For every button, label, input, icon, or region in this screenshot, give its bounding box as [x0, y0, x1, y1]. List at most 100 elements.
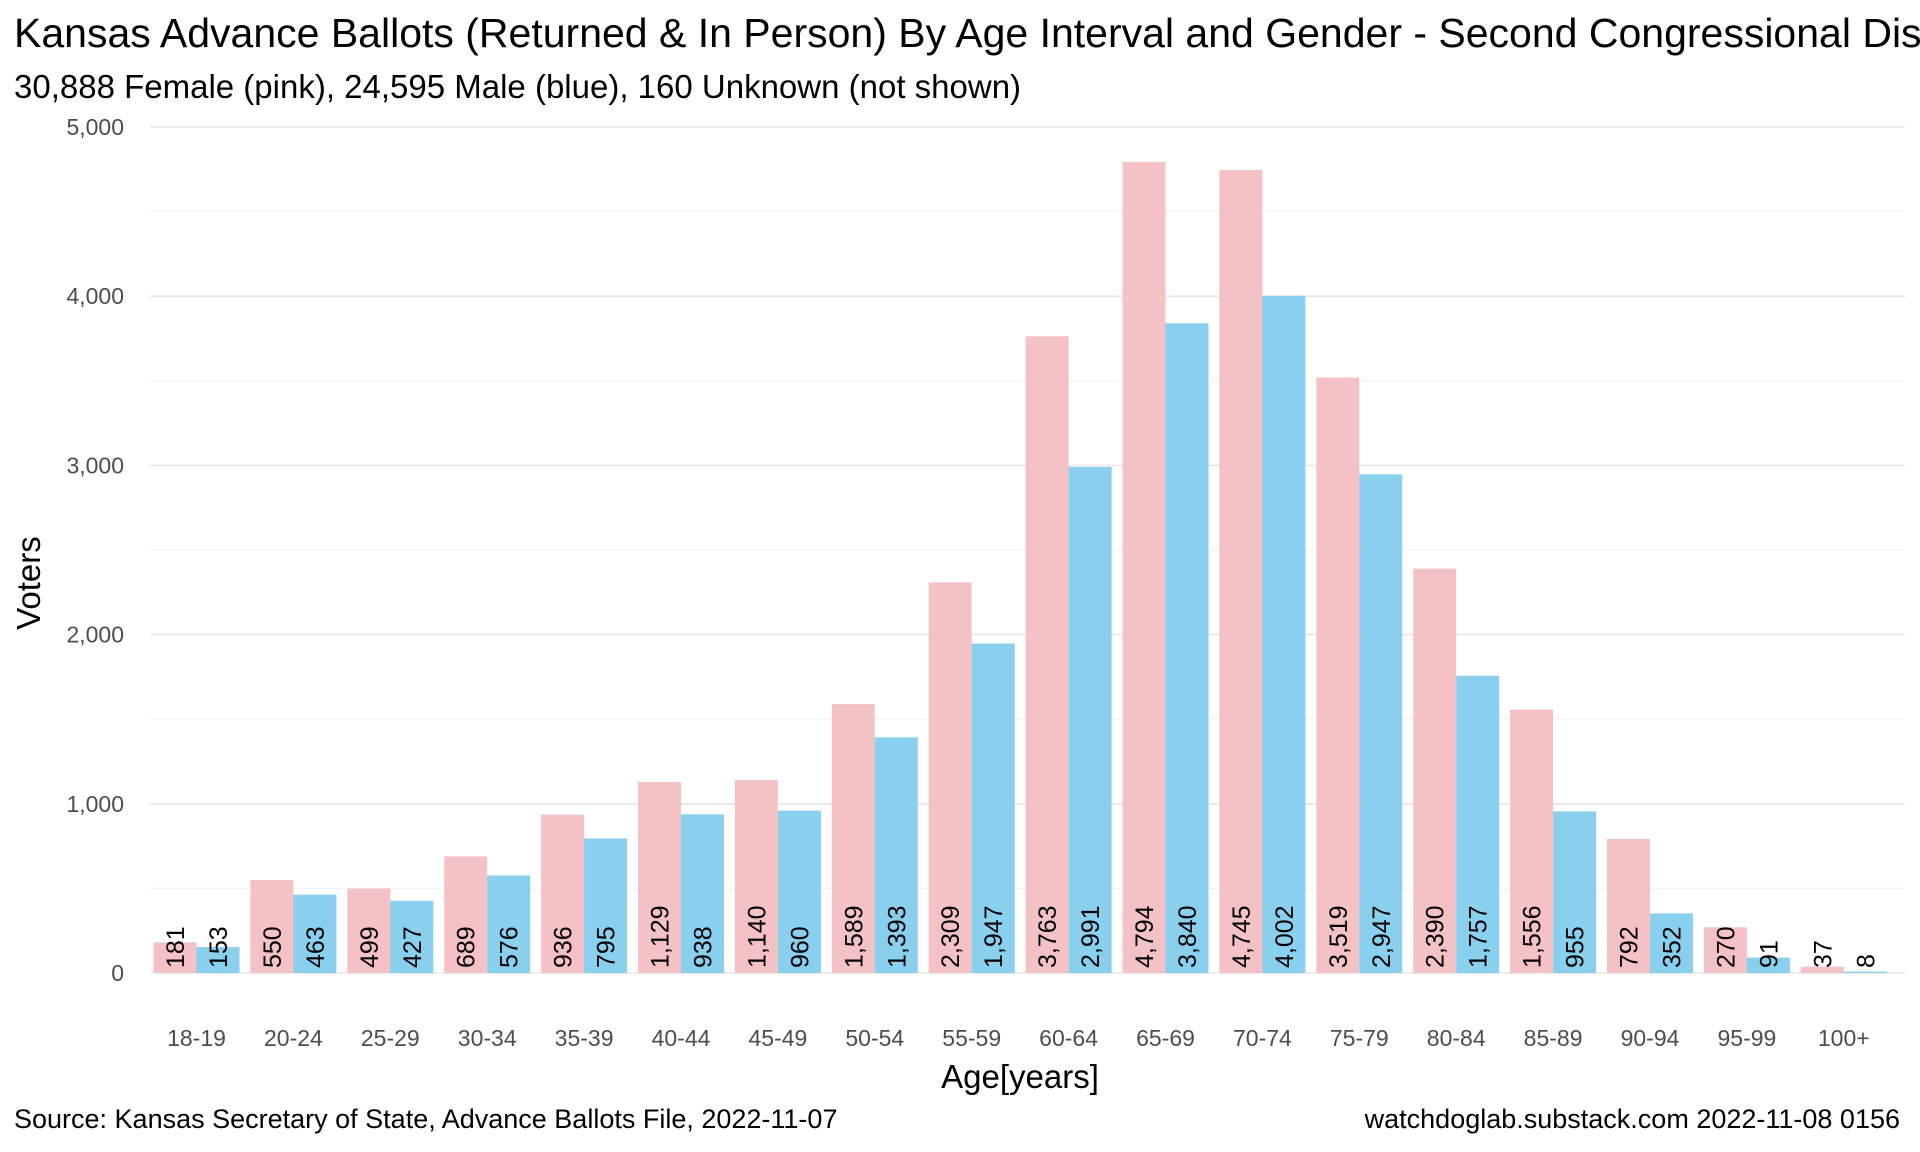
x-tick-label: 40-44: [652, 1025, 711, 1051]
y-tick-label: 1,000: [66, 791, 124, 817]
male-bar-40-44: [681, 814, 724, 973]
x-tick-label: 25-29: [361, 1025, 420, 1051]
female-value-label-20-24: 550: [259, 926, 287, 968]
male-bar-30-34: [487, 875, 531, 973]
source-caption: Source: Kansas Secretary of State, Advan…: [14, 1104, 838, 1134]
y-tick-label: 4,000: [66, 283, 124, 309]
female-value-label-90-94: 792: [1616, 926, 1644, 968]
male-bar-55-59: [971, 643, 1015, 973]
male-bar-20-24: [293, 894, 337, 973]
male-bar-85-89: [1553, 811, 1597, 973]
x-tick-label: 70-74: [1233, 1025, 1292, 1051]
x-tick-label: 95-99: [1717, 1025, 1776, 1051]
female-bar-70-74: [1219, 170, 1263, 973]
male-value-label-60-64: 2,991: [1077, 905, 1105, 968]
female-bar-45-49: [734, 780, 778, 973]
female-bar-90-94: [1607, 838, 1650, 973]
male-value-label-55-59: 1,947: [980, 905, 1008, 968]
female-value-label-70-74: 4,745: [1228, 905, 1256, 968]
female-value-label-35-39: 936: [550, 926, 578, 968]
male-value-label-18-19: 153: [205, 926, 233, 968]
male-value-label-80-84: 1,757: [1465, 905, 1493, 968]
female-value-label-40-44: 1,129: [647, 905, 675, 968]
credit-caption: watchdoglab.substack.com 2022-11-08 0156: [1364, 1104, 1900, 1134]
bars: [153, 161, 1887, 974]
female-bar-85-89: [1510, 709, 1554, 973]
x-tick-label: 35-39: [555, 1025, 614, 1051]
female-value-label-55-59: 2,309: [937, 905, 965, 968]
male-bar-100+: [1843, 971, 1887, 973]
female-bar-20-24: [250, 879, 294, 973]
male-value-label-65-69: 3,840: [1174, 905, 1202, 968]
female-bar-100+: [1800, 966, 1844, 973]
x-axis-ticks: 18-19 20-24 25-29 30-34 35-39 40-44 45-49 50-54…: [167, 1025, 1870, 1051]
male-value-label-40-44: 938: [690, 926, 718, 968]
male-value-label-30-34: 576: [496, 926, 524, 968]
male-value-label-20-24: 463: [302, 926, 330, 968]
male-bar-75-79: [1359, 474, 1403, 973]
x-tick-label: 60-64: [1039, 1025, 1098, 1051]
y-axis-title: Voters: [10, 536, 47, 630]
female-bar-25-29: [347, 888, 391, 973]
male-bar-25-29: [390, 900, 434, 973]
female-value-label-80-84: 2,390: [1422, 905, 1450, 968]
x-tick-label: 20-24: [264, 1025, 323, 1051]
male-bar-35-39: [584, 838, 628, 973]
male-value-label-25-29: 427: [399, 926, 427, 968]
male-value-label-90-94: 352: [1659, 926, 1687, 968]
male-bar-90-94: [1650, 913, 1693, 973]
x-tick-label: 75-79: [1330, 1025, 1389, 1051]
male-value-label-75-79: 2,947: [1368, 905, 1396, 968]
female-value-label-85-89: 1,556: [1519, 905, 1547, 968]
chart-title: Kansas Advance Ballots (Returned & In Pe…: [14, 10, 1920, 56]
x-tick-label: 65-69: [1136, 1025, 1195, 1051]
male-bar-45-49: [777, 810, 821, 973]
female-value-label-100+: 37: [1809, 940, 1837, 968]
female-value-label-50-54: 1,589: [840, 905, 868, 968]
female-value-label-30-34: 689: [453, 926, 481, 968]
female-bar-50-54: [831, 704, 875, 973]
y-tick-label: 0: [111, 960, 124, 986]
male-value-label-45-49: 960: [786, 926, 814, 968]
female-value-label-95-99: 270: [1712, 926, 1740, 968]
female-bar-75-79: [1316, 377, 1360, 973]
male-value-label-70-74: 4,002: [1271, 905, 1299, 968]
x-axis-title: Age[years]: [941, 1058, 1099, 1095]
male-value-label-100+: 8: [1852, 954, 1880, 968]
chart-subtitle: 30,888 Female (pink), 24,595 Male (blue)…: [14, 68, 1022, 105]
female-bar-95-99: [1703, 927, 1747, 973]
female-bar-18-19: [153, 942, 197, 973]
female-bar-55-59: [928, 582, 972, 973]
female-bar-80-84: [1413, 568, 1457, 973]
y-axis-ticks: 0 1,000 2,000 3,000 4,000 5,000: [66, 114, 124, 986]
female-value-label-25-29: 499: [356, 926, 384, 968]
female-bar-30-34: [444, 856, 488, 973]
y-tick-label: 3,000: [66, 452, 124, 478]
x-tick-label: 85-89: [1524, 1025, 1583, 1051]
x-tick-label: 55-59: [942, 1025, 1001, 1051]
x-tick-label: 45-49: [748, 1025, 807, 1051]
female-bar-35-39: [541, 814, 585, 973]
x-tick-label: 80-84: [1427, 1025, 1486, 1051]
female-bar-40-44: [638, 781, 681, 973]
male-value-label-50-54: 1,393: [883, 905, 911, 968]
bar-labels: 181 153 550 463 499 427 689 576 936 795 1,129 938 1,…: [162, 905, 1880, 968]
female-bar-65-69: [1122, 161, 1166, 973]
male-value-label-35-39: 795: [593, 926, 621, 968]
y-tick-label: 5,000: [66, 114, 124, 140]
x-tick-label: 90-94: [1621, 1025, 1680, 1051]
female-value-label-60-64: 3,763: [1034, 905, 1062, 968]
female-value-label-45-49: 1,140: [743, 905, 771, 968]
y-tick-label: 2,000: [66, 622, 124, 648]
female-value-label-18-19: 181: [162, 926, 190, 968]
male-bar-65-69: [1165, 323, 1209, 974]
male-bar-70-74: [1262, 295, 1306, 974]
x-tick-label: 100+: [1818, 1025, 1870, 1051]
x-tick-label: 50-54: [845, 1025, 904, 1051]
female-bar-60-64: [1025, 336, 1069, 973]
male-bar-95-99: [1746, 957, 1790, 973]
male-bar-60-64: [1068, 466, 1112, 973]
female-value-label-65-69: 4,794: [1131, 905, 1159, 968]
male-bar-50-54: [874, 737, 918, 973]
